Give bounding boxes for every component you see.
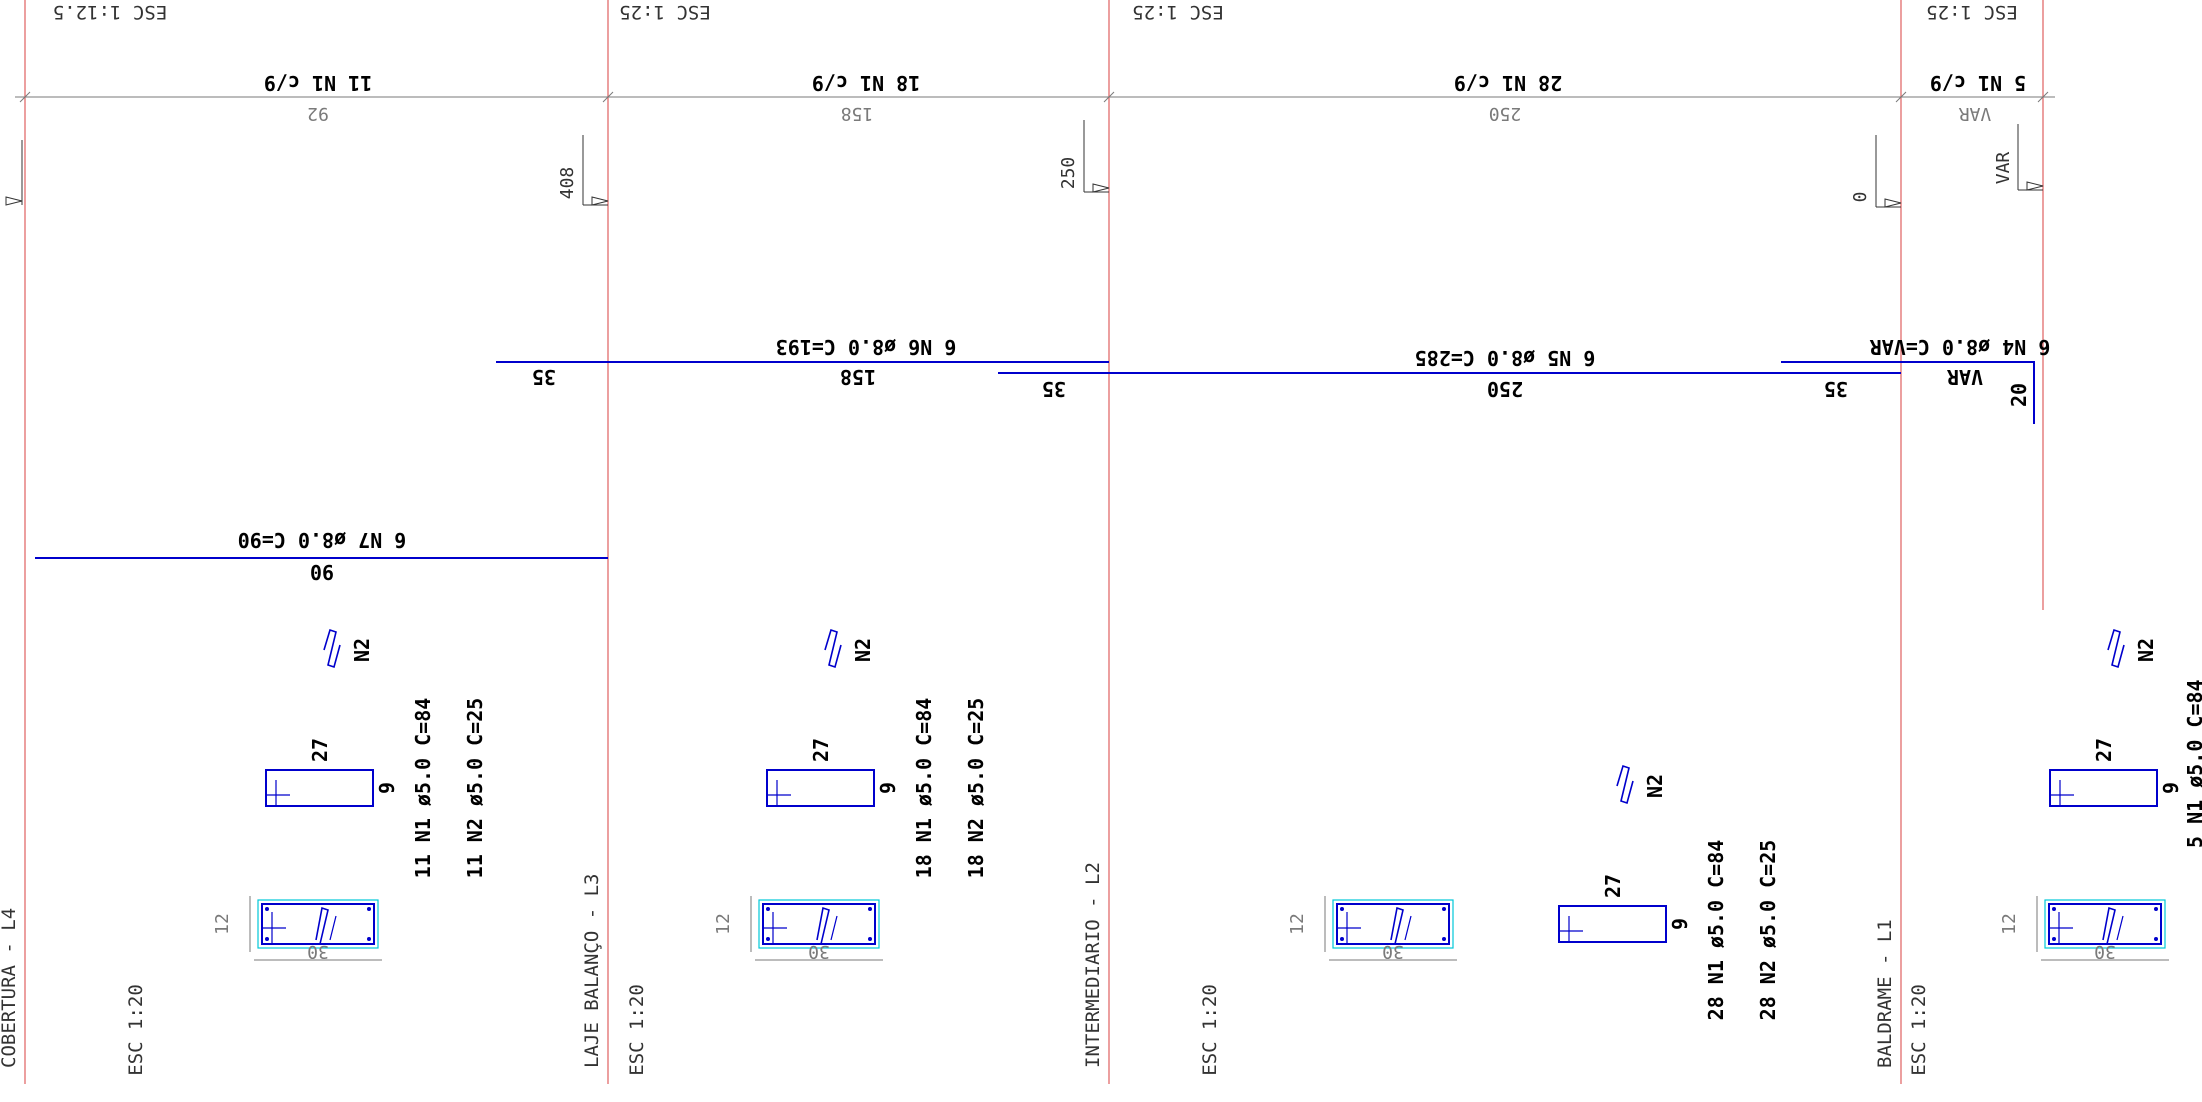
stirrup-h-2: 9 bbox=[876, 782, 900, 794]
bar-n4-hook: 20 bbox=[2007, 383, 2031, 407]
n2-label-3: N2 bbox=[1643, 774, 1667, 798]
bar-n4-label: 6 N4 ø8.0 C=VAR bbox=[1869, 335, 2051, 359]
stirrup-h-4: 9 bbox=[2159, 782, 2183, 794]
level-mark-2: 250 bbox=[1058, 157, 1079, 190]
bar-n7-length: 90 bbox=[310, 560, 334, 584]
section-dims: 30 12 30 12 30 12 30 12 bbox=[212, 913, 2116, 962]
section-h-3: 12 bbox=[1287, 913, 1308, 935]
section-w-2: 30 bbox=[808, 941, 830, 962]
stirrup-call-1b: 11 N2 ø5.0 C=25 bbox=[463, 698, 487, 879]
span-3: 250 bbox=[1489, 103, 1522, 124]
esc-top-1: ESC 1:12.5 bbox=[53, 1, 167, 23]
bar-n6-hook: 35 bbox=[532, 365, 556, 389]
stirrup-dims: 27 9 27 9 27 9 27 9 bbox=[308, 738, 2183, 930]
stirrup-details bbox=[265, 769, 2158, 943]
n2-label-2: N2 bbox=[851, 638, 875, 662]
level-markers bbox=[5, 120, 2044, 208]
section-esc-4: ESC 1:20 bbox=[1908, 984, 1930, 1076]
top-scale-labels: ESC 1:12.5 ESC 1:25 ESC 1:25 ESC 1:25 bbox=[53, 1, 2018, 23]
stirrup-count-3: 28 N1 c/9 bbox=[1454, 71, 1562, 95]
n2-label-4: N2 bbox=[2134, 638, 2158, 662]
span-2: 158 bbox=[841, 103, 874, 124]
stirrup-call-2a: 18 N1 ø5.0 C=84 bbox=[912, 698, 936, 879]
stirrup-h-1: 9 bbox=[375, 782, 399, 794]
esc-top-2: ESC 1:25 bbox=[619, 1, 711, 23]
stirrup-call-2b: 18 N2 ø5.0 C=25 bbox=[964, 698, 988, 879]
section-h-4: 12 bbox=[1999, 913, 2020, 935]
bar-n5-length: 250 bbox=[1487, 377, 1523, 401]
level-name-labels: COBERTURA - L4 LAJE BALANÇO - L3 INTERME… bbox=[0, 862, 1896, 1068]
esc-top-4: ESC 1:25 bbox=[1926, 1, 2018, 23]
level-lines bbox=[24, 0, 2044, 1084]
level-name-l1: BALDRAME - L1 bbox=[1874, 919, 1896, 1068]
bar-n5-label: 6 N5 ø8.0 C=285 bbox=[1415, 346, 1596, 370]
stirrup-count-1: 11 N1 c/9 bbox=[264, 71, 372, 95]
section-esc-1: ESC 1:20 bbox=[125, 984, 147, 1076]
stirrup-call-1a: 11 N1 ø5.0 C=84 bbox=[411, 698, 435, 879]
bar-n5-hook-right: 35 bbox=[1824, 377, 1848, 401]
top-dimension-line bbox=[15, 91, 2055, 103]
stirrup-w-3: 27 bbox=[1601, 874, 1625, 898]
section-h-1: 12 bbox=[212, 913, 233, 935]
stirrup-call-4a: 5 N1 ø5.0 C=84 bbox=[2183, 679, 2202, 848]
level-name-l4: COBERTURA - L4 bbox=[0, 908, 20, 1068]
span-1: 92 bbox=[307, 103, 329, 124]
stirrup-h-3: 9 bbox=[1668, 918, 1692, 930]
cross-section-2 bbox=[750, 896, 883, 961]
level-name-l3: LAJE BALANÇO - L3 bbox=[581, 874, 603, 1068]
esc-top-3: ESC 1:25 bbox=[1132, 1, 1224, 23]
section-h-2: 12 bbox=[713, 913, 734, 935]
stirrup-w-4: 27 bbox=[2092, 738, 2116, 762]
n2-hook-symbols bbox=[323, 628, 2125, 805]
level-mark-4: VAR bbox=[1993, 152, 2014, 185]
stirrup-count-2: 18 N1 c/9 bbox=[812, 71, 920, 95]
bar-n6-label: 6 N6 ø8.0 C=193 bbox=[776, 335, 957, 359]
cross-section-1 bbox=[249, 896, 382, 961]
bar-n4-length: VAR bbox=[1946, 365, 1983, 389]
level-name-l2: INTERMEDIARIO - L2 bbox=[1082, 862, 1104, 1068]
bar-labels: 6 N7 ø8.0 C=90 90 6 N6 ø8.0 C=193 158 35… bbox=[238, 335, 2051, 584]
stirrup-call-3b: 28 N2 ø5.0 C=25 bbox=[1756, 840, 1780, 1021]
bar-n4 bbox=[1781, 361, 2035, 424]
level-mark-3: 0 bbox=[1850, 192, 1871, 203]
section-w-1: 30 bbox=[307, 941, 329, 962]
n2-labels: N2 N2 N2 N2 bbox=[350, 638, 2158, 798]
stirrup-w-2: 27 bbox=[809, 738, 833, 762]
cross-section-3 bbox=[1324, 896, 1457, 961]
section-esc-3: ESC 1:20 bbox=[1199, 984, 1221, 1076]
cross-section-4 bbox=[2036, 896, 2169, 961]
n2-label-1: N2 bbox=[350, 638, 374, 662]
bar-n6-length: 158 bbox=[840, 365, 876, 389]
stirrup-callouts: 11 N1 ø5.0 C=84 11 N2 ø5.0 C=25 18 N1 ø5… bbox=[411, 679, 2202, 1020]
stirrup-call-3a: 28 N1 ø5.0 C=84 bbox=[1704, 840, 1728, 1021]
section-w-4: 30 bbox=[2094, 941, 2116, 962]
span-4: VAR bbox=[1959, 103, 1992, 124]
bar-n5-hook-left: 35 bbox=[1042, 377, 1066, 401]
bar-n7-label: 6 N7 ø8.0 C=90 bbox=[238, 528, 407, 552]
section-w-3: 30 bbox=[1382, 941, 1404, 962]
stirrup-count-4: 5 N1 c/9 bbox=[1930, 71, 2026, 95]
cross-sections bbox=[249, 896, 2169, 961]
level-mark-1: 408 bbox=[557, 167, 578, 200]
stirrup-w-1: 27 bbox=[308, 738, 332, 762]
longitudinal-bars bbox=[35, 361, 2035, 559]
span-labels: 92 158 250 VAR bbox=[307, 103, 1991, 124]
stirrup-count-labels: 11 N1 c/9 18 N1 c/9 28 N1 c/9 5 N1 c/9 bbox=[264, 71, 2026, 95]
level-mark-labels: 408 250 0 VAR bbox=[557, 152, 2014, 203]
section-esc-labels: ESC 1:20 ESC 1:20 ESC 1:20 ESC 1:20 bbox=[125, 984, 1930, 1076]
section-esc-2: ESC 1:20 bbox=[626, 984, 648, 1076]
